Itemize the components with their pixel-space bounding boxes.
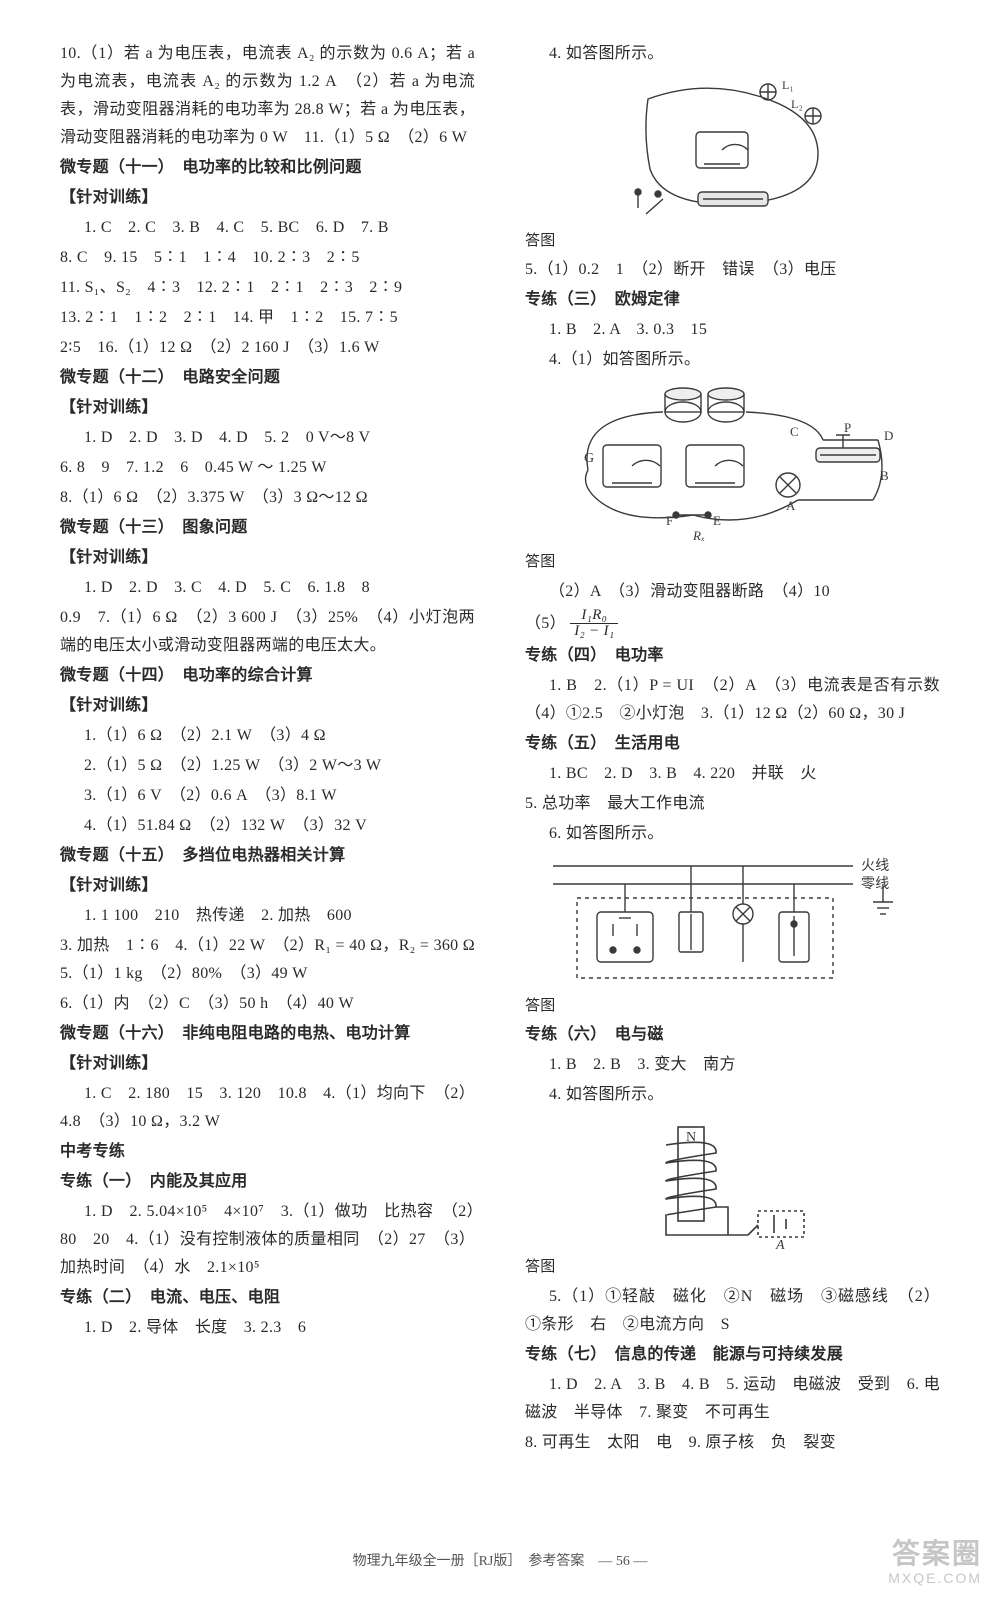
wiring-svg-icon: 火线 零线 <box>553 854 913 989</box>
svg-text:A: A <box>786 498 796 513</box>
circuit-diagram-2: G A C P D B <box>525 380 940 545</box>
text-block: 8. C 9. 15 5∶1 1∶4 10. 2∶3 2∶5 <box>60 244 475 272</box>
fire-wire-label: 火线 <box>861 858 890 874</box>
text-block: 4. 如答图所示。 <box>525 1081 940 1109</box>
household-wiring-diagram: 火线 零线 <box>525 854 940 989</box>
text-block: 0.9 7.（1）6 Ω （2）3 600 J （3）25% （4）小灯泡两端的… <box>60 604 475 660</box>
heading-micro-13: 微专题（十三） 图象问题 <box>60 514 475 542</box>
heading-micro-16: 微专题（十六） 非纯电阻电路的电热、电功计算 <box>60 1020 475 1048</box>
text-block: 10.（1）若 a 为电压表，电流表 A₂ 的示数为 0.6 A；若 a 为电流… <box>60 40 475 152</box>
svg-text:Rₓ: Rₓ <box>692 528 705 543</box>
right-column: 4. 如答图所示。 L₁ L₂ <box>525 40 940 1459</box>
text-block: 1. C 2. C 3. B 4. C 5. BC 6. D 7. B <box>60 214 475 242</box>
text-block: （2）A （3）滑动变阻器断路 （4）10 <box>525 578 940 606</box>
text-block: 1. BC 2. D 3. B 4. 220 并联 火 <box>525 760 940 788</box>
svg-text:A: A <box>775 1238 785 1250</box>
figure-caption: 答图 <box>525 993 940 1019</box>
heading-practice-5: 专练（五） 生活用电 <box>525 730 940 758</box>
watermark-en: MXQE.COM <box>888 1570 982 1586</box>
fraction-numerator: I₁R₀ <box>570 608 618 625</box>
svg-text:P: P <box>844 420 852 435</box>
watermark: 答案圈 MXQE.COM <box>888 1538 982 1586</box>
fraction-denominator: I₂ − I₁ <box>570 624 618 640</box>
svg-text:C: C <box>790 424 799 439</box>
svg-text:B: B <box>880 468 889 483</box>
prefix: （5） <box>525 614 566 631</box>
heading-micro-14: 微专题（十四） 电功率的综合计算 <box>60 662 475 690</box>
text-block: 1. C 2. 180 15 3. 120 10.8 4.（1）均向下 （2）4… <box>60 1080 475 1136</box>
columns-wrap: 10.（1）若 a 为电压表，电流表 A₂ 的示数为 0.6 A；若 a 为电流… <box>0 0 1000 1479</box>
text-block: 1. D 2. D 3. C 4. D 5. C 6. 1.8 8 <box>60 574 475 602</box>
svg-text:L₁: L₁ <box>782 78 794 92</box>
text-block: 4. 如答图所示。 <box>525 40 940 68</box>
text-block: 5.（1）0.2 1 （2）断开 错误 （3）电压 <box>525 256 940 284</box>
text-block: 5. 总功率 最大工作电流 <box>525 790 940 818</box>
text-block: 1. D 2. 5.04×10⁵ 4×10⁷ 3.（1）做功 比热容 （2）80… <box>60 1198 475 1282</box>
text-block: 3.（1）6 V （2）0.6 A （3）8.1 W <box>60 782 475 810</box>
text-block: 1. B 2. B 3. 变大 南方 <box>525 1051 940 1079</box>
text-block: 1. B 2.（1）P = UI （2）A （3）电流表是否有示数 （4）①2.… <box>525 672 940 728</box>
svg-text:D: D <box>884 428 894 443</box>
heading-zhongkao: 中考专练 <box>60 1138 475 1166</box>
svg-text:G: G <box>584 451 594 466</box>
svg-text:L₂: L₂ <box>791 97 803 111</box>
page: 10.（1）若 a 为电压表，电流表 A₂ 的示数为 0.6 A；若 a 为电流… <box>0 0 1000 1600</box>
subheading: 【针对训练】 <box>60 1050 475 1078</box>
subheading: 【针对训练】 <box>60 872 475 900</box>
circuit-svg-icon: G A C P D B <box>568 380 898 545</box>
text-block-fraction: （5） I₁R₀ I₂ − I₁ <box>525 608 940 641</box>
left-column: 10.（1）若 a 为电压表，电流表 A₂ 的示数为 0.6 A；若 a 为电流… <box>60 40 475 1459</box>
text-block: 6. 8 9 7. 1.2 6 0.45 W ～ 1.25 W <box>60 454 475 482</box>
subheading: 【针对训练】 <box>60 544 475 572</box>
page-footer: 物理九年级全一册［RJ版］ 参考答案 — 56 — <box>0 1550 1000 1570</box>
heading-practice-1: 专练（一） 内能及其应用 <box>60 1168 475 1196</box>
circuit-svg-icon: L₁ L₂ <box>608 74 858 224</box>
figure-caption: 答图 <box>525 549 940 575</box>
text-block: 1. D 2. D 3. D 4. D 5. 2 0 V～8 V <box>60 424 475 452</box>
text-block: 2∶5 16.（1）12 Ω （2）2 160 J （3）1.6 W <box>60 334 475 362</box>
figure-caption: 答图 <box>525 1254 940 1280</box>
text-block: 1. B 2. A 3. 0.3 15 <box>525 316 940 344</box>
text-block: 3. 加热 1∶6 4.（1）22 W （2）R₁ = 40 Ω，R₂ = 36… <box>60 932 475 988</box>
heading-micro-15: 微专题（十五） 多挡位电热器相关计算 <box>60 842 475 870</box>
subheading: 【针对训练】 <box>60 394 475 422</box>
svg-text:E: E <box>713 513 721 528</box>
heading-practice-2: 专练（二） 电流、电压、电阻 <box>60 1284 475 1312</box>
zero-wire-label: 零线 <box>861 876 890 892</box>
fraction: I₁R₀ I₂ − I₁ <box>570 608 618 641</box>
text-block: 2.（1）5 Ω （2）1.25 W （3）2 W～3 W <box>60 752 475 780</box>
text-block: 6. 如答图所示。 <box>525 820 940 848</box>
text-block: 1. D 2. A 3. B 4. B 5. 运动 电磁波 受到 6. 电磁波 … <box>525 1371 940 1427</box>
text-block: 6.（1）内 （2）C （3）50 h （4）40 W <box>60 990 475 1018</box>
text-block: 4.（1）51.84 Ω （2）132 W （3）32 V <box>60 812 475 840</box>
subheading: 【针对训练】 <box>60 692 475 720</box>
text-block: 1.（1）6 Ω （2）2.1 W （3）4 Ω <box>60 722 475 750</box>
heading-micro-11: 微专题（十一） 电功率的比较和比例问题 <box>60 154 475 182</box>
solenoid-diagram: N A <box>525 1115 940 1250</box>
heading-practice-7: 专练（七） 信息的传递 能源与可持续发展 <box>525 1341 940 1369</box>
circuit-diagram-1: L₁ L₂ <box>525 74 940 224</box>
text-block: 11. S₁、S₂ 4∶3 12. 2∶1 2∶1 2∶3 2∶9 <box>60 274 475 302</box>
solenoid-svg-icon: N A <box>628 1115 838 1250</box>
figure-caption: 答图 <box>525 228 940 254</box>
heading-micro-12: 微专题（十二） 电路安全问题 <box>60 364 475 392</box>
heading-practice-3: 专练（三） 欧姆定律 <box>525 286 940 314</box>
heading-practice-6: 专练（六） 电与磁 <box>525 1021 940 1049</box>
text-block: 4.（1）如答图所示。 <box>525 346 940 374</box>
text-block: 8.（1）6 Ω （2）3.375 W （3）3 Ω～12 Ω <box>60 484 475 512</box>
text-block: 5.（1）①轻敲 磁化 ②N 磁场 ③磁感线 （2）①条形 右 ②电流方向 S <box>525 1283 940 1339</box>
watermark-cn: 答案圈 <box>888 1538 982 1570</box>
heading-practice-4: 专练（四） 电功率 <box>525 642 940 670</box>
text-block: 1. 1 100 210 热传递 2. 加热 600 <box>60 902 475 930</box>
text-block: 1. D 2. 导体 长度 3. 2.3 6 <box>60 1314 475 1342</box>
text-block: 13. 2∶1 1∶2 2∶1 14. 甲 1∶2 15. 7∶5 <box>60 304 475 332</box>
text-block: 8. 可再生 太阳 电 9. 原子核 负 裂变 <box>525 1429 940 1457</box>
subheading: 【针对训练】 <box>60 184 475 212</box>
